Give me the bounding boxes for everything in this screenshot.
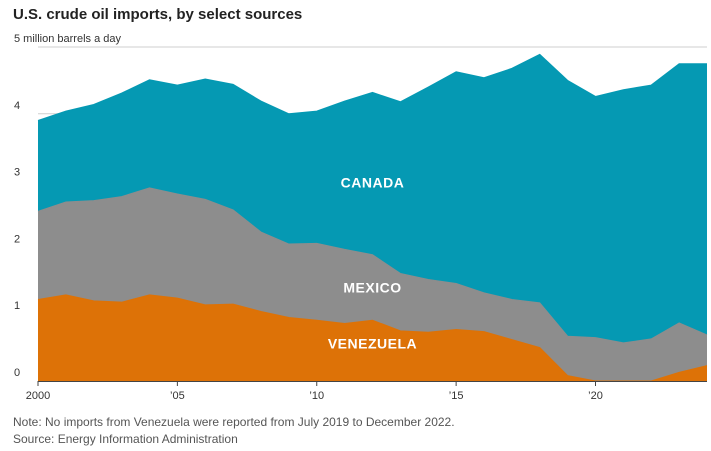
- area-edge-canada: [37, 53, 707, 121]
- x-tick-label-2010: ’10: [309, 390, 324, 402]
- area-canada: [38, 54, 707, 343]
- chart-note: Note: No imports from Venezuela were rep…: [13, 415, 455, 429]
- y-tick-label-2: 2: [14, 233, 20, 245]
- area-mexico: [38, 187, 707, 381]
- x-tick-label-2000: 2000: [26, 390, 50, 402]
- x-tick-label-2020: ’20: [588, 390, 603, 402]
- y-tick-label-5: 5 million barrels a day: [14, 33, 121, 45]
- y-tick-label-1: 1: [14, 300, 20, 312]
- chart-source: Source: Energy Information Administratio…: [13, 432, 238, 446]
- x-axis: 2000 ’05 ’10 ’15 ’20: [26, 381, 707, 402]
- area-label-mexico: MEXICO: [343, 279, 401, 295]
- y-tick-label-4: 4: [14, 100, 20, 112]
- area-edge-mexico: [37, 187, 708, 344]
- chart-title: U.S. crude oil imports, by select source…: [13, 6, 303, 23]
- area-series: [37, 53, 708, 382]
- area-labels: VENEZUELA MEXICO CANADA: [328, 175, 417, 352]
- area-label-venezuela: VENEZUELA: [328, 335, 417, 351]
- x-tick-label-2015: ’15: [449, 390, 464, 402]
- area-venezuela: [38, 294, 707, 381]
- y-tick-label-3: 3: [14, 167, 20, 179]
- y-axis: 0 1 2 3 4 5 million barrels a day: [14, 33, 121, 379]
- x-tick-label-2005: ’05: [170, 390, 185, 402]
- y-tick-label-0: 0: [14, 367, 20, 379]
- area-label-canada: CANADA: [341, 175, 405, 191]
